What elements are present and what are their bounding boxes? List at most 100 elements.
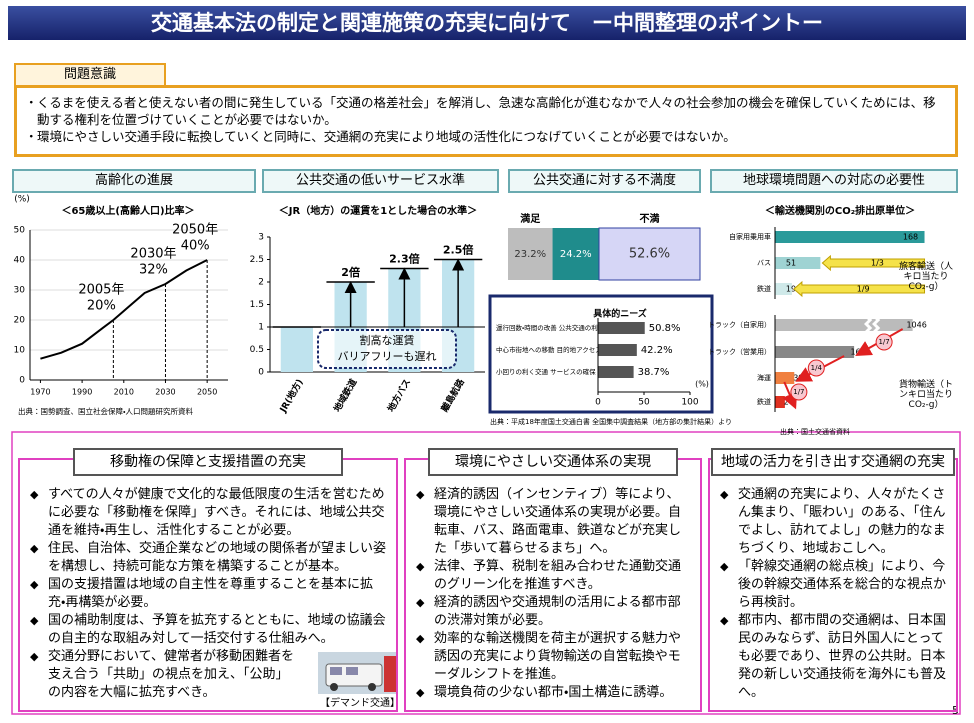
value-label: 24.2% xyxy=(560,249,592,260)
value-label: 50.8% xyxy=(649,323,681,334)
bar-segment xyxy=(598,227,701,281)
legend-label: 満足 xyxy=(520,212,541,225)
bar xyxy=(775,372,795,384)
y-unit: (%) xyxy=(14,195,30,205)
bar xyxy=(775,319,913,331)
x-tick-label: 50 xyxy=(638,398,650,408)
value-label: 52.6% xyxy=(629,247,670,262)
photo xyxy=(318,652,398,694)
bar xyxy=(775,231,925,243)
category-label: 運行回数・時間の改善 公共交通の利便性向上 xyxy=(496,323,624,332)
policy-bullet: 住民、自治体、交通企業などの地域の関係者が望ましい姿を構想し、持続可能な方策を構… xyxy=(28,540,388,576)
value-label: 51 xyxy=(786,259,796,268)
section-header: 公共交通に対する不満度 xyxy=(508,169,701,193)
value-label: 20% xyxy=(87,299,116,314)
inset-frame xyxy=(488,294,714,414)
value-label: 32% xyxy=(139,263,168,278)
x-tick-label: 地域鉄道 xyxy=(331,376,360,414)
category-label: 鉄道 xyxy=(757,397,771,406)
ratio-badge xyxy=(807,359,825,377)
source: 出典：国勢調査、国立社会保障・人口問題研究所資料 xyxy=(18,406,194,416)
value-label: 38.7% xyxy=(638,367,670,378)
photo-caption: 【デマンド交通】 xyxy=(320,698,400,709)
y-tick-label: 30 xyxy=(14,286,26,296)
value-label: 40% xyxy=(181,239,210,254)
value-label: 19 xyxy=(786,285,796,294)
bar-segment xyxy=(552,228,600,280)
policy-heading: 地域の活力を引き出す交通網の充実 xyxy=(711,448,955,476)
x-unit: (%) xyxy=(695,380,709,389)
legend-label: 不満 xyxy=(640,212,660,225)
note-box xyxy=(317,329,457,369)
y-tick-label: 3 xyxy=(258,233,264,243)
y-tick-label: 2.5 xyxy=(250,255,264,265)
y-tick-label: 2 xyxy=(258,278,264,288)
line xyxy=(40,259,208,360)
policy-bullet: 国の補助制度は、予算を拡充するとともに、地域の協議会の自主的な取組み対して一括交… xyxy=(28,612,388,648)
section-header: 地球環境問題への対応の必要性 xyxy=(710,169,958,193)
value-label: 42.2% xyxy=(641,345,673,356)
policy-bullet: すべての人々が健康で文化的な最低限度の生活を営むために必要な「移動権を保障」すべ… xyxy=(28,486,388,540)
value-label: 168 xyxy=(903,233,918,242)
bar xyxy=(775,346,855,358)
ratio-label: 1/3 xyxy=(871,259,884,268)
point-label: 2050年 xyxy=(172,223,218,238)
note: 割高な運賃 xyxy=(360,333,415,347)
ratio-badge xyxy=(875,333,893,351)
chart-title: ＜65歳以上(高齢人口)比率＞ xyxy=(61,204,194,217)
policy-bullet: 環境負荷の少ない都市・国土構造に誘導。 xyxy=(414,684,692,702)
x-tick-label: 1970 xyxy=(30,388,50,397)
policy-bullet: 「幹線交通網の総点検」により、今後の幹線交通体系を総合的な視点から再検討。 xyxy=(718,558,948,612)
bar xyxy=(598,344,637,356)
ratio-arrow xyxy=(821,254,926,272)
bar xyxy=(280,327,313,372)
category-label: 海運 xyxy=(757,373,771,382)
slide-title: 交通基本法の制定と関連施策の充実に向けて ー中間整理のポイントー xyxy=(8,6,966,40)
group-label: 旅客輸送（人キロ当たりCO₂-g） xyxy=(898,262,953,292)
group-label: 貨物輸送（トンキロ当たりCO₂-g） xyxy=(898,380,953,410)
category-label: トラック（自家用） xyxy=(708,320,771,329)
bar xyxy=(775,283,792,295)
ratio-label: 1/7 xyxy=(878,338,889,346)
policy-column: 経済的誘因（インセンティブ）等により、環境にやさしい交通体系の実現が必要。自転車… xyxy=(404,458,702,712)
point-label: 2005年 xyxy=(78,283,124,298)
policy-bullet: 効率的な輸送機関を荷主が選択する魅力や誘因の充実により貨物輸送の自営転換やモーダ… xyxy=(414,630,692,684)
x-tick-label: JR(地方) xyxy=(276,377,305,415)
policy-bullet: 経済的誘因（インセンティブ）等により、環境にやさしい交通体系の実現が必要。自転車… xyxy=(414,486,692,558)
ratio-arrow xyxy=(782,381,798,410)
x-tick-label: 2010 xyxy=(114,388,134,397)
y-tick-label: 1.5 xyxy=(250,300,264,310)
x-tick-label: 0 xyxy=(595,398,601,408)
y-tick-label: 10 xyxy=(14,346,26,356)
value-label: 2.5倍 xyxy=(443,243,474,257)
ratio-badge xyxy=(790,383,808,401)
policy-frame xyxy=(11,431,961,715)
bar xyxy=(598,366,634,378)
category-label: 自家用乗用車 xyxy=(729,232,771,241)
category-label: 小回りの利く交通 サービスの確保 xyxy=(496,367,596,376)
policy-bullet: 都市内、都市間の交通網は、日本国民のみならず、訪日外国人にとっても必要であり、世… xyxy=(718,612,948,702)
value-label: 1046 xyxy=(906,321,926,330)
category-label: 鉄道 xyxy=(757,284,771,293)
y-tick-label: 0.5 xyxy=(250,345,264,355)
section-header: 公共交通の低いサービス水準 xyxy=(262,169,499,193)
problem-bullet: くるまを使える者と使えない者の間に発生している「交通の格差社会」を解消し、急速な… xyxy=(25,94,947,128)
value-label: 23.2% xyxy=(514,249,546,260)
bar xyxy=(598,322,645,334)
ratio-label: 1/4 xyxy=(811,364,823,372)
bar xyxy=(775,257,821,269)
x-tick-label: 100 xyxy=(681,398,698,408)
policy-bullet: 交通網の充実により、人々がたくさん集まり、「賑わい」のある、「住んでよし、訪れて… xyxy=(718,486,948,558)
problem-label: 問題意識 xyxy=(14,63,166,85)
problem-bullet: 環境にやさしい交通手段に転換していくと同時に、交通網の充実により地域の活性化につ… xyxy=(25,128,947,145)
point-label: 2030年 xyxy=(130,247,176,262)
chart-title: ＜輸送機関別のCO₂排出原単位＞ xyxy=(765,204,915,217)
x-tick-label: 2030 xyxy=(155,388,175,397)
y-tick-label: 0 xyxy=(19,376,25,386)
y-tick-label: 20 xyxy=(14,316,26,326)
x-tick-label: 2050 xyxy=(197,388,217,397)
source: 出典：国土交通省資料 xyxy=(780,427,850,436)
policy-column: 交通網の充実により、人々がたくさん集まり、「賑わい」のある、「住んでよし、訪れて… xyxy=(708,458,958,712)
